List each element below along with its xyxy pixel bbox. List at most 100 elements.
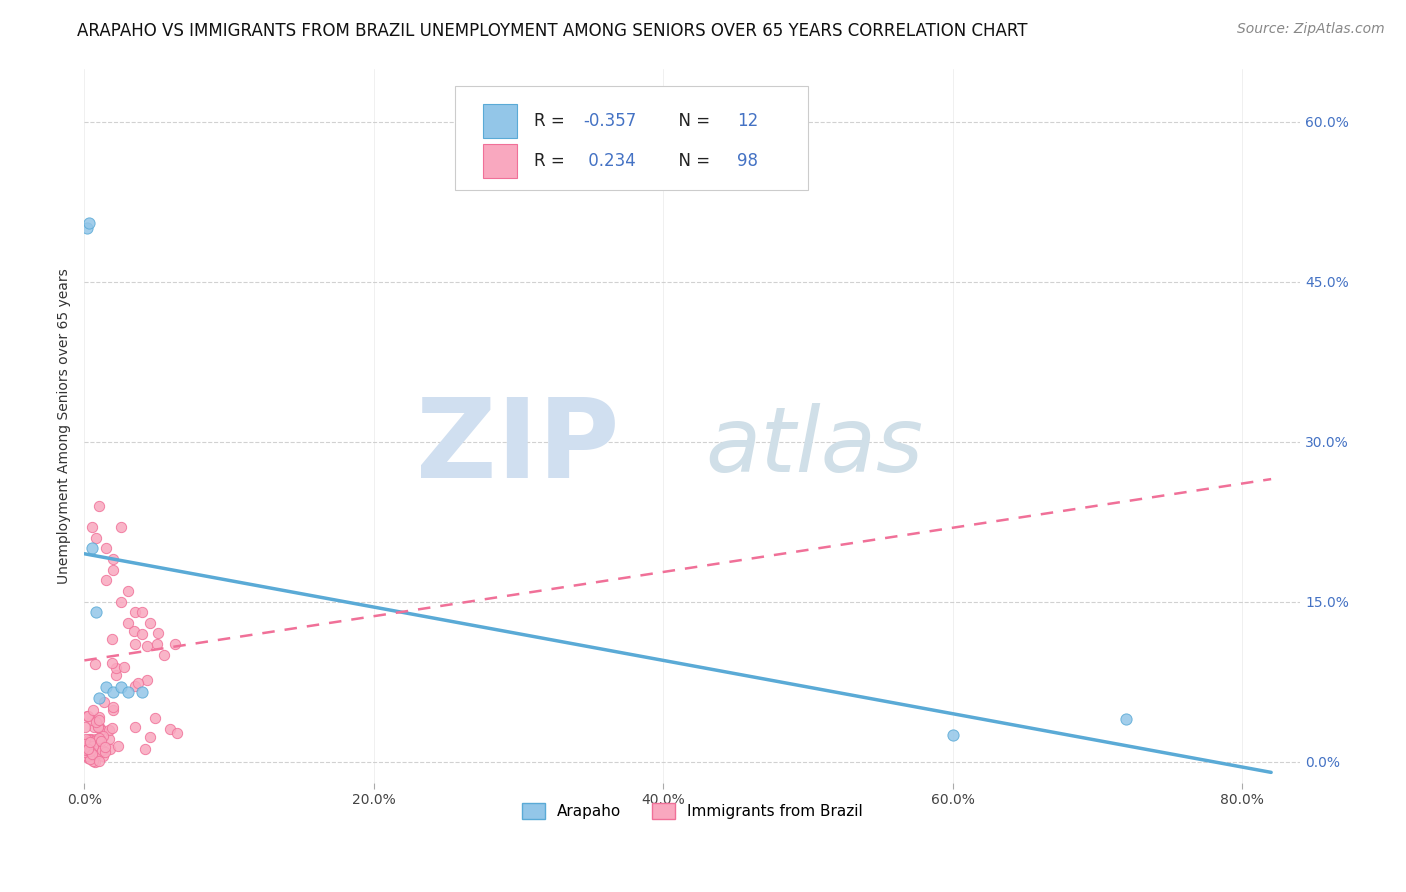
Point <box>124 637 146 651</box>
Point <box>94 680 117 694</box>
Point <box>91 729 114 743</box>
Point <box>87 720 110 734</box>
Point <box>117 616 139 631</box>
Point <box>76 751 98 765</box>
Point <box>75 731 97 746</box>
Point <box>87 719 110 733</box>
Point <box>79 743 101 757</box>
Point <box>91 742 114 756</box>
Point <box>80 713 103 727</box>
Point <box>91 749 114 764</box>
Point <box>79 731 101 746</box>
Point <box>110 680 132 694</box>
Point <box>93 694 115 708</box>
Point <box>86 743 108 757</box>
Point <box>87 690 110 705</box>
Point <box>90 723 112 738</box>
Point <box>84 606 107 620</box>
Point <box>153 648 176 662</box>
Point <box>82 702 104 716</box>
Point <box>87 499 110 513</box>
Point <box>107 739 129 753</box>
Point <box>86 744 108 758</box>
Point <box>101 656 124 670</box>
Point <box>117 584 139 599</box>
Point <box>80 748 103 763</box>
Point <box>83 720 105 734</box>
Point <box>89 713 111 727</box>
Point <box>134 742 156 756</box>
Point <box>90 733 112 747</box>
Point <box>131 606 153 620</box>
Point <box>79 752 101 766</box>
Point <box>159 722 181 736</box>
Point <box>127 676 149 690</box>
Point <box>124 606 146 620</box>
Point <box>77 741 100 756</box>
Point <box>94 740 117 755</box>
Text: 12: 12 <box>737 112 758 129</box>
Point <box>80 541 103 556</box>
Point <box>84 732 107 747</box>
Point <box>98 732 121 747</box>
Point <box>131 685 153 699</box>
Point <box>97 723 120 737</box>
Point <box>101 632 124 646</box>
Point <box>80 740 103 755</box>
Point <box>80 747 103 761</box>
Point <box>94 574 117 588</box>
Point <box>112 659 135 673</box>
Point <box>145 637 167 651</box>
Point <box>124 720 146 734</box>
Point <box>166 726 188 740</box>
Point <box>76 221 98 235</box>
Point <box>135 640 157 654</box>
Point <box>139 730 162 744</box>
Point <box>146 625 169 640</box>
Point <box>80 732 103 747</box>
Point <box>131 626 153 640</box>
Text: 0.234: 0.234 <box>583 152 636 169</box>
Text: N =: N = <box>668 152 716 169</box>
Point <box>101 721 124 735</box>
Text: N =: N = <box>668 112 716 129</box>
Text: R =: R = <box>534 152 571 169</box>
Point <box>135 673 157 687</box>
Point <box>75 743 97 757</box>
FancyBboxPatch shape <box>484 144 517 178</box>
Point <box>82 754 104 768</box>
Point <box>94 745 117 759</box>
Point <box>138 616 160 631</box>
Point <box>90 745 112 759</box>
Point <box>83 755 105 769</box>
Point <box>80 748 103 763</box>
FancyBboxPatch shape <box>484 103 517 138</box>
Point <box>124 679 146 693</box>
Point <box>87 731 110 745</box>
Point <box>83 657 105 672</box>
Text: ZIP: ZIP <box>416 393 619 500</box>
Point <box>110 520 132 534</box>
Text: atlas: atlas <box>704 403 922 491</box>
Point <box>76 748 98 763</box>
Point <box>98 742 121 756</box>
Point <box>103 552 125 566</box>
Text: Source: ZipAtlas.com: Source: ZipAtlas.com <box>1237 22 1385 37</box>
Point <box>122 624 145 639</box>
Text: R =: R = <box>534 112 571 129</box>
Point <box>83 737 105 751</box>
Point <box>110 595 132 609</box>
Point <box>942 728 965 742</box>
Point <box>76 709 98 723</box>
Point <box>86 746 108 760</box>
Point <box>83 747 105 762</box>
Point <box>82 739 104 753</box>
Point <box>77 708 100 723</box>
Point <box>89 721 111 735</box>
Y-axis label: Unemployment Among Seniors over 65 years: Unemployment Among Seniors over 65 years <box>58 268 72 583</box>
Text: -0.357: -0.357 <box>583 112 636 129</box>
Point <box>103 685 125 699</box>
Point <box>80 747 103 762</box>
FancyBboxPatch shape <box>456 87 807 190</box>
Point <box>84 531 107 545</box>
